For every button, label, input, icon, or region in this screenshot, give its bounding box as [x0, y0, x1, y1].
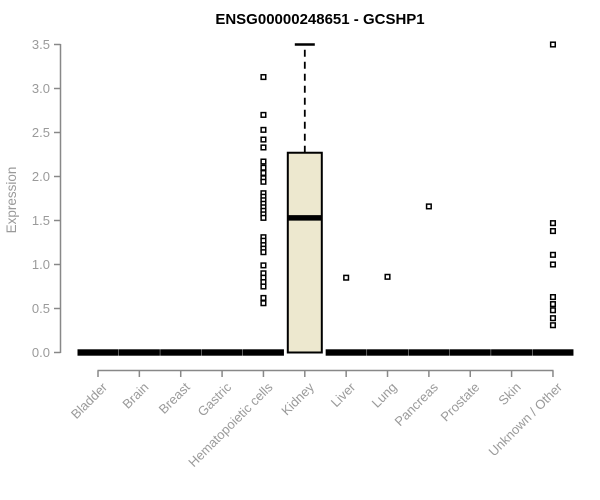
- outlier-point: [260, 74, 267, 81]
- x-category-label: Unknown / Other: [485, 379, 565, 459]
- outlier-point: [343, 274, 350, 281]
- outlier-point: [260, 164, 267, 171]
- zero-median-bar: [532, 349, 574, 356]
- zero-median-bar: [325, 349, 367, 356]
- outlier-point: [260, 169, 267, 177]
- zero-median-bar: [242, 349, 284, 356]
- zero-median-bar: [118, 349, 160, 356]
- x-category-label: Pancreas: [392, 379, 442, 429]
- outlier-point: [260, 158, 267, 165]
- x-category-label: Gastric: [194, 379, 234, 419]
- y-tick-label: 2.5: [32, 125, 50, 140]
- zero-median-bar: [491, 349, 533, 356]
- zero-median-bar: [77, 349, 119, 356]
- outlier-point: [549, 315, 557, 322]
- outlier-point: [260, 300, 267, 307]
- zero-median-bar: [367, 349, 409, 356]
- x-category-label: Liver: [328, 379, 359, 410]
- x-category-label: Kidney: [278, 379, 317, 418]
- outlier-point: [549, 307, 557, 314]
- x-category-label: Brain: [119, 380, 151, 412]
- outlier-point: [384, 273, 391, 280]
- x-category-label: Prostate: [438, 380, 483, 425]
- x-category-label: Breast: [156, 379, 193, 416]
- outlier-point: [549, 220, 557, 227]
- outlier-point: [260, 178, 267, 185]
- outlier-point: [260, 126, 267, 133]
- outlier-point: [260, 214, 267, 221]
- x-category-label: Skin: [495, 380, 523, 408]
- outlier-point: [425, 203, 432, 210]
- y-tick-label: 0.5: [32, 301, 50, 316]
- box: [286, 151, 323, 354]
- zero-median-bar: [201, 349, 243, 356]
- outlier-point: [260, 249, 267, 256]
- y-tick-label: 3.0: [32, 81, 50, 96]
- y-tick-label: 0.0: [32, 345, 50, 360]
- y-tick-label: 3.5: [32, 37, 50, 52]
- zero-median-bar: [408, 349, 450, 356]
- zero-median-bar: [449, 349, 491, 356]
- outlier-point: [260, 283, 267, 290]
- outlier-point: [260, 262, 267, 269]
- outlier-point: [549, 228, 557, 235]
- y-tick-label: 1.5: [32, 213, 50, 228]
- outlier-point: [549, 301, 557, 308]
- outlier-point: [549, 41, 557, 48]
- y-tick-label: 2.0: [32, 169, 50, 184]
- outlier-point: [260, 144, 267, 151]
- x-category-label: Lung: [369, 380, 400, 411]
- chart-title: ENSG00000248651 - GCSHP1: [215, 11, 424, 28]
- outlier-point: [260, 294, 267, 301]
- y-axis-label: Expression: [4, 167, 19, 234]
- zero-median-bar: [160, 349, 202, 356]
- outlier-point: [260, 111, 267, 118]
- y-tick-label: 1.0: [32, 257, 50, 272]
- x-category-label: Bladder: [68, 379, 111, 422]
- outlier-point: [549, 251, 557, 258]
- outlier-point: [260, 136, 267, 143]
- outlier-point: [549, 322, 557, 329]
- series-layer: [77, 41, 574, 356]
- outlier-point: [549, 294, 557, 301]
- outlier-point: [549, 261, 557, 268]
